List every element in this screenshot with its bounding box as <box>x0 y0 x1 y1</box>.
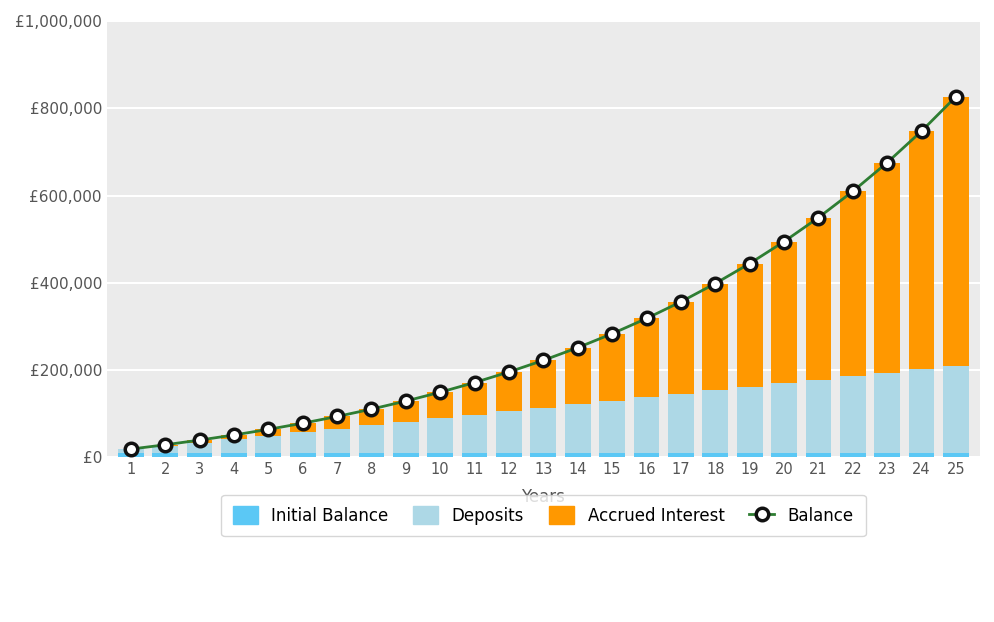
Bar <box>393 422 418 453</box>
Bar <box>942 453 968 457</box>
Bar <box>255 429 281 435</box>
Bar <box>426 418 452 453</box>
Bar <box>839 192 865 376</box>
Bar <box>255 453 281 457</box>
Bar <box>393 453 418 457</box>
Bar <box>289 432 315 453</box>
Bar <box>667 453 693 457</box>
Bar <box>461 453 487 457</box>
Bar <box>565 453 590 457</box>
Bar <box>324 453 350 457</box>
Bar <box>530 360 556 407</box>
Bar <box>598 401 624 453</box>
Bar <box>839 453 865 457</box>
Bar <box>942 366 968 453</box>
Bar <box>118 453 143 457</box>
Bar <box>289 453 315 457</box>
Bar <box>736 453 761 457</box>
Bar <box>908 369 933 453</box>
Bar <box>702 453 728 457</box>
Bar <box>187 453 213 457</box>
Bar <box>736 264 761 387</box>
Legend: Initial Balance, Deposits, Accrued Interest, Balance: Initial Balance, Deposits, Accrued Inter… <box>221 494 865 536</box>
Bar <box>221 439 247 453</box>
Bar <box>255 435 281 453</box>
Bar <box>633 397 659 453</box>
Bar <box>598 453 624 457</box>
Bar <box>633 453 659 457</box>
Bar <box>770 453 796 457</box>
Bar <box>736 387 761 453</box>
Bar <box>461 415 487 453</box>
Bar <box>461 383 487 415</box>
Bar <box>496 453 522 457</box>
Bar <box>874 373 900 453</box>
Bar <box>667 394 693 453</box>
Bar <box>289 423 315 432</box>
Bar <box>152 445 178 446</box>
Bar <box>702 284 728 390</box>
Bar <box>667 302 693 394</box>
Bar <box>770 241 796 383</box>
Bar <box>118 450 143 453</box>
Bar <box>874 453 900 457</box>
Bar <box>598 334 624 401</box>
Bar <box>393 401 418 422</box>
Bar <box>221 453 247 457</box>
Bar <box>633 318 659 397</box>
Bar <box>221 435 247 439</box>
Bar <box>702 390 728 453</box>
Bar <box>565 404 590 453</box>
Bar <box>496 372 522 411</box>
Bar <box>358 409 384 425</box>
Bar <box>530 407 556 453</box>
Bar <box>908 453 933 457</box>
Bar <box>874 162 900 373</box>
Bar <box>324 417 350 429</box>
Bar <box>908 131 933 369</box>
Bar <box>152 446 178 453</box>
Bar <box>496 411 522 453</box>
Bar <box>805 453 830 457</box>
Bar <box>530 453 556 457</box>
Bar <box>358 453 384 457</box>
Bar <box>187 440 213 442</box>
Bar <box>358 425 384 453</box>
Bar <box>942 96 968 366</box>
Bar <box>187 442 213 453</box>
Bar <box>152 453 178 457</box>
Bar <box>770 383 796 453</box>
Bar <box>839 376 865 453</box>
Bar <box>324 429 350 453</box>
X-axis label: Years: Years <box>521 488 565 506</box>
Bar <box>426 453 452 457</box>
Bar <box>805 218 830 379</box>
Bar <box>805 379 830 453</box>
Bar <box>426 392 452 418</box>
Bar <box>565 348 590 404</box>
